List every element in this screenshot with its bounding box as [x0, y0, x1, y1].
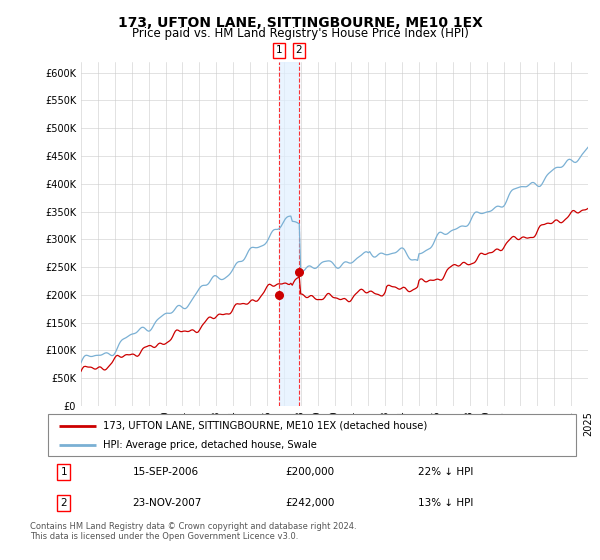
Text: 1: 1 [275, 45, 282, 55]
Text: 23-NOV-2007: 23-NOV-2007 [133, 498, 202, 508]
Text: £200,000: £200,000 [286, 467, 335, 477]
Text: 1: 1 [61, 467, 67, 477]
Text: 2: 2 [296, 45, 302, 55]
Bar [279, 62, 299, 406]
Text: 173, UFTON LANE, SITTINGBOURNE, ME10 1EX: 173, UFTON LANE, SITTINGBOURNE, ME10 1EX [118, 16, 482, 30]
Text: 15-SEP-2006: 15-SEP-2006 [133, 467, 199, 477]
Text: £242,000: £242,000 [286, 498, 335, 508]
Text: Contains HM Land Registry data © Crown copyright and database right 2024.
This d: Contains HM Land Registry data © Crown c… [30, 522, 356, 542]
Text: Price paid vs. HM Land Registry's House Price Index (HPI): Price paid vs. HM Land Registry's House … [131, 27, 469, 40]
Text: 22% ↓ HPI: 22% ↓ HPI [418, 467, 473, 477]
Text: HPI: Average price, detached house, Swale: HPI: Average price, detached house, Swal… [103, 440, 317, 450]
Text: 2: 2 [61, 498, 67, 508]
FancyBboxPatch shape [48, 414, 576, 456]
Text: 13% ↓ HPI: 13% ↓ HPI [418, 498, 473, 508]
Text: 173, UFTON LANE, SITTINGBOURNE, ME10 1EX (detached house): 173, UFTON LANE, SITTINGBOURNE, ME10 1EX… [103, 421, 428, 431]
